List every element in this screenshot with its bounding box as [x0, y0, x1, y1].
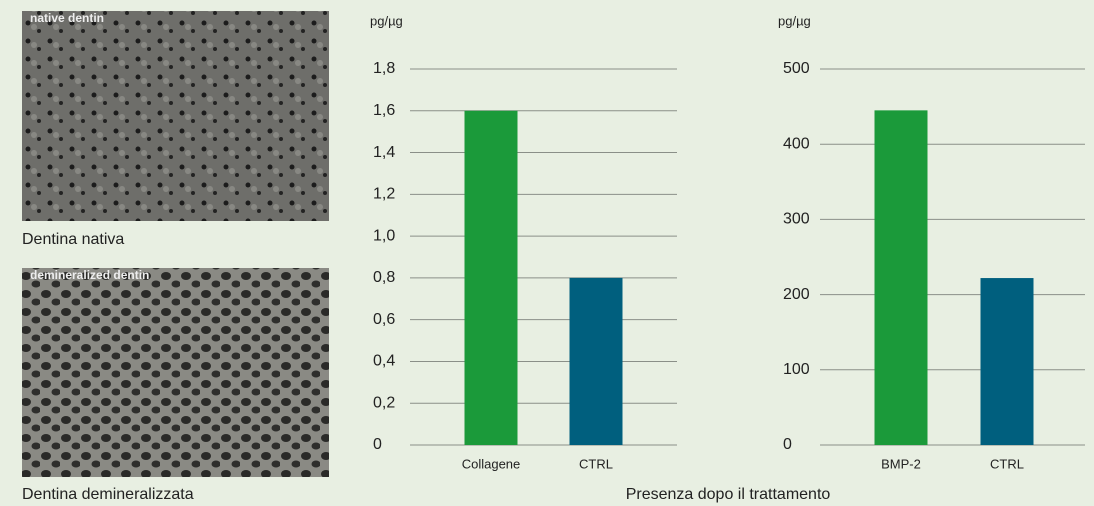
bar: [980, 278, 1034, 445]
y-tick-label: 100: [783, 361, 810, 378]
bar: [874, 110, 928, 446]
sem-image: [22, 11, 329, 221]
y-tick-label: 0: [373, 436, 382, 453]
y-tick-label: 1,8: [373, 60, 395, 77]
y-tick-label: 1,2: [373, 186, 395, 203]
y-tick-label: 0,2: [373, 394, 395, 411]
x-tick-label: BMP-2: [881, 456, 921, 471]
image-caption: Dentina demineralizzata: [22, 486, 194, 503]
y-tick-label: 0,8: [373, 269, 395, 286]
y-tick-label: 0,4: [373, 353, 395, 370]
x-tick-label: CTRL: [579, 456, 613, 471]
y-tick-label: 1,4: [373, 144, 395, 161]
x-tick-label: Collagene: [462, 456, 521, 471]
image-caption: Dentina nativa: [22, 231, 124, 248]
y-tick-label: 1,0: [373, 227, 395, 244]
y-tick-label: 400: [783, 135, 810, 152]
y-tick-label: 1,6: [373, 102, 395, 119]
y-tick-label: 200: [783, 286, 810, 303]
y-tick-label: 500: [783, 60, 810, 77]
y-axis-label: pg/µg: [370, 13, 403, 28]
y-tick-label: 0: [783, 436, 792, 453]
figure-caption: Presenza dopo il trattamento: [626, 486, 831, 503]
sem-image: [22, 268, 329, 477]
image-overlay: native dentin: [30, 11, 104, 25]
y-tick-label: 300: [783, 211, 810, 228]
x-tick-label: CTRL: [990, 456, 1024, 471]
y-axis-label: pg/µg: [778, 13, 811, 28]
bar: [464, 110, 518, 446]
bar: [569, 277, 623, 445]
y-tick-label: 0,6: [373, 311, 395, 328]
image-overlay: demineralized dentin: [30, 268, 149, 282]
